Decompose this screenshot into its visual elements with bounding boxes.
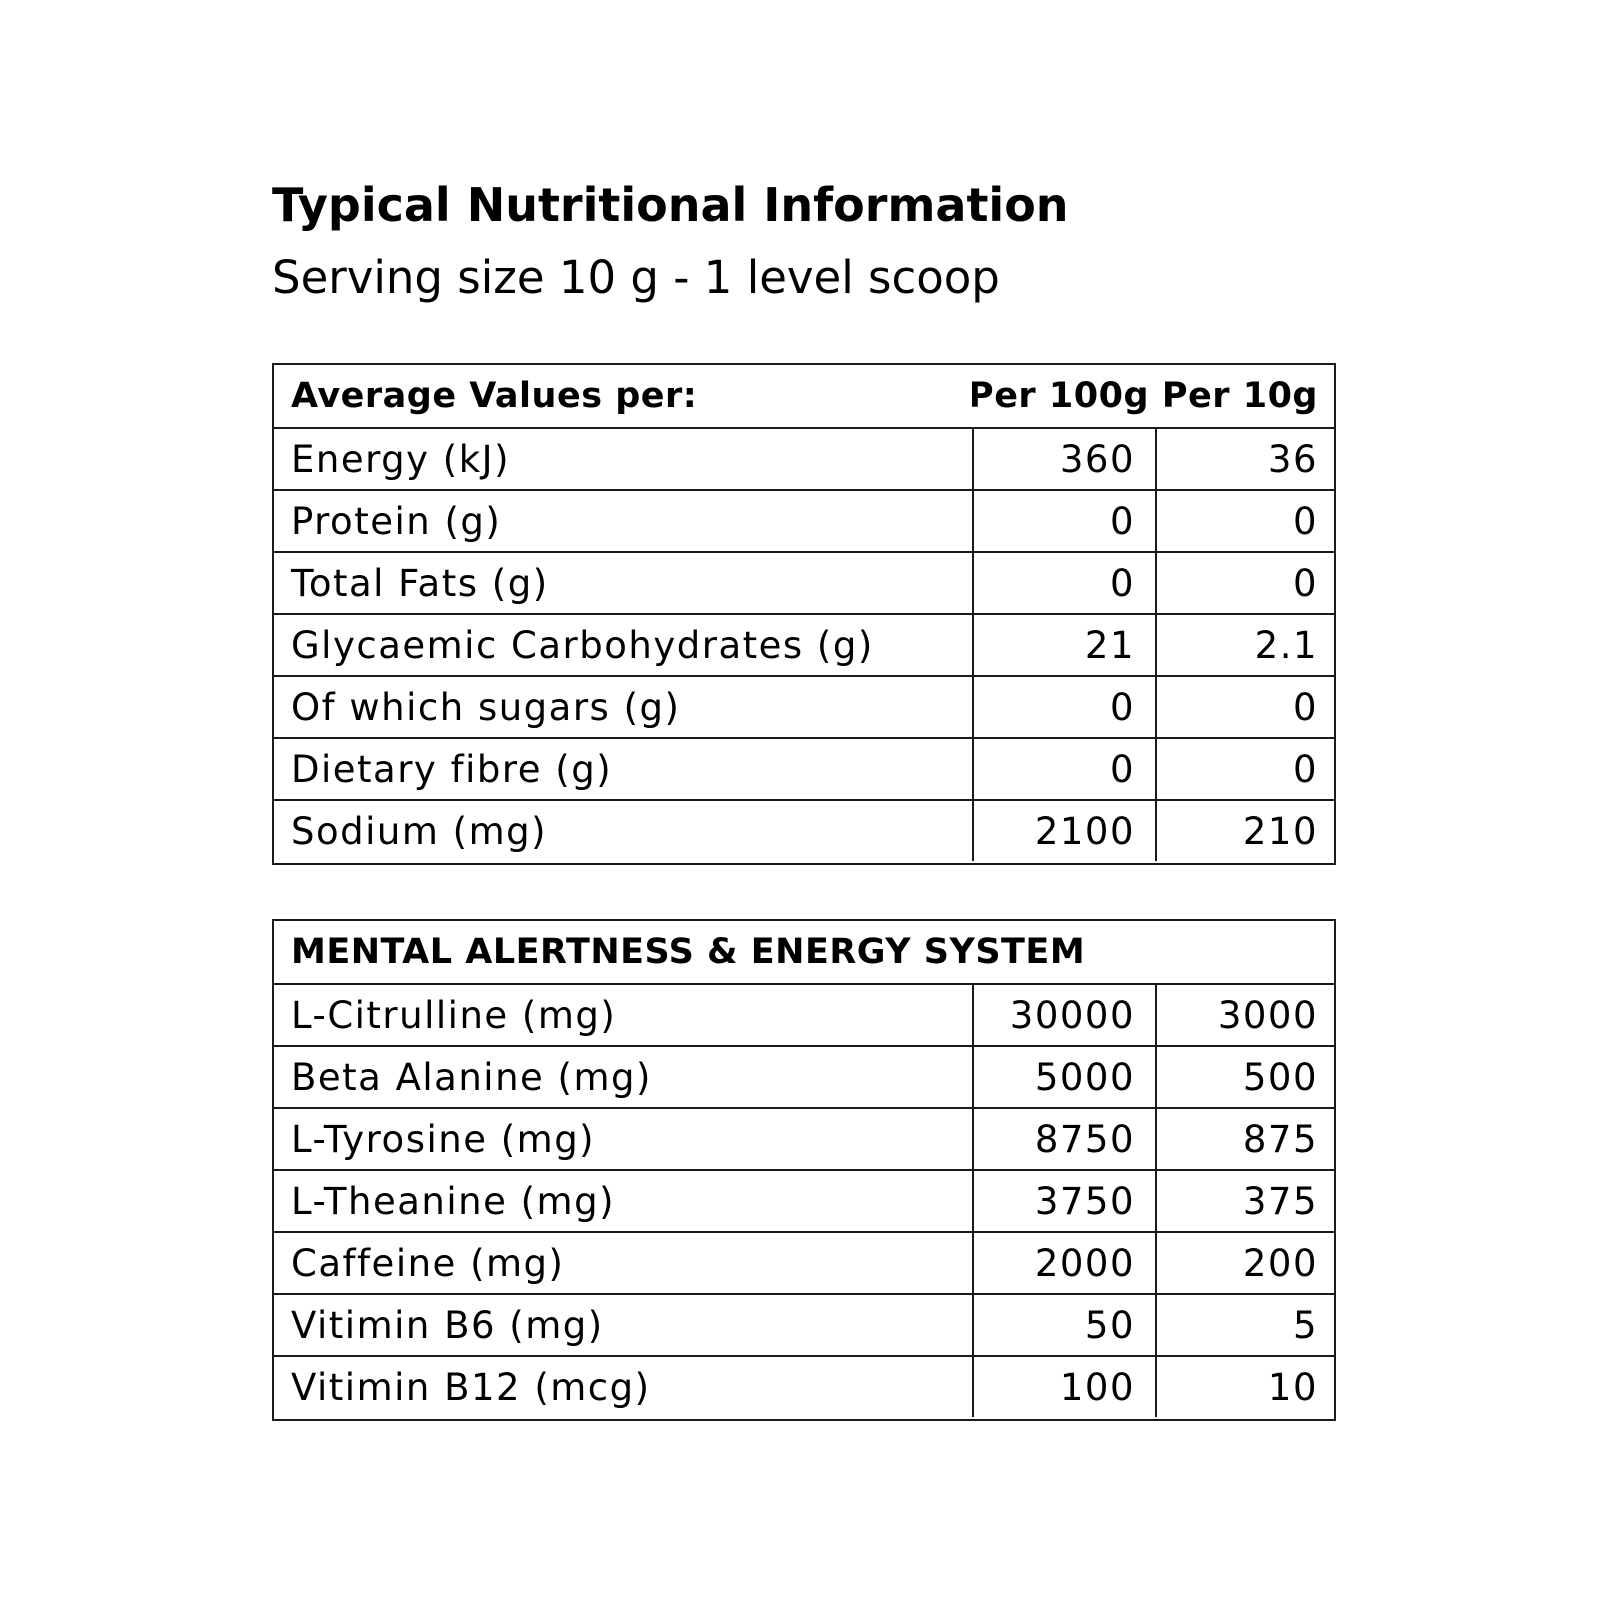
- section-heading: MENTAL ALERTNESS & ENERGY SYSTEM: [291, 932, 1086, 972]
- row-per-100g: 360: [972, 429, 1155, 489]
- table-row: Glycaemic Carbohydrates (g) 21 2.1: [274, 613, 1334, 675]
- table-row: L-Theanine (mg) 3750 375: [274, 1169, 1334, 1231]
- row-per-10g: 2.1: [1155, 615, 1334, 675]
- row-name: L-Tyrosine (mg): [291, 1117, 596, 1161]
- page-title: Typical Nutritional Information: [272, 178, 1069, 232]
- header-per-100g: Per 100g: [972, 376, 1149, 416]
- table-row: Vitimin B12 (mcg) 100 10: [274, 1355, 1334, 1417]
- row-name: L-Citrulline (mg): [291, 993, 617, 1037]
- row-name: Protein (g): [291, 499, 502, 543]
- table-row: Energy (kJ) 360 36: [274, 427, 1334, 489]
- header-label: Average Values per:: [291, 376, 698, 416]
- row-name: Caffeine (mg): [291, 1241, 565, 1285]
- header-per-10g: Per 10g: [1161, 376, 1318, 416]
- nutrition-table: Average Values per: Per 100g Per 10g Ene…: [272, 363, 1336, 865]
- row-per-100g: 100: [972, 1357, 1155, 1417]
- table-row: Caffeine (mg) 2000 200: [274, 1231, 1334, 1293]
- row-per-10g: 10: [1155, 1357, 1334, 1417]
- row-per-10g: 0: [1155, 553, 1334, 613]
- table-row: Protein (g) 0 0: [274, 489, 1334, 551]
- row-per-10g: 875: [1155, 1109, 1334, 1169]
- table-row: Beta Alanine (mg) 5000 500: [274, 1045, 1334, 1107]
- serving-size-subtitle: Serving size 10 g - 1 level scoop: [272, 251, 1000, 304]
- row-per-10g: 375: [1155, 1171, 1334, 1231]
- row-per-100g: 2000: [972, 1233, 1155, 1293]
- row-per-100g: 5000: [972, 1047, 1155, 1107]
- table-row: Dietary fibre (g) 0 0: [274, 737, 1334, 799]
- row-name: Energy (kJ): [291, 437, 511, 481]
- row-per-10g: 200: [1155, 1233, 1334, 1293]
- table-row: Sodium (mg) 2100 210: [274, 799, 1334, 861]
- table-row: Total Fats (g) 0 0: [274, 551, 1334, 613]
- row-per-100g: 50: [972, 1295, 1155, 1355]
- row-per-10g: 210: [1155, 801, 1334, 861]
- row-per-100g: 2100: [972, 801, 1155, 861]
- row-name: L-Theanine (mg): [291, 1179, 616, 1223]
- row-per-100g: 30000: [972, 985, 1155, 1045]
- row-per-100g: 21: [972, 615, 1155, 675]
- row-per-10g: 3000: [1155, 985, 1334, 1045]
- row-name: Of which sugars (g): [291, 685, 681, 729]
- row-name: Vitimin B6 (mg): [291, 1303, 604, 1347]
- row-name: Vitimin B12 (mcg): [291, 1365, 651, 1409]
- table-row: L-Citrulline (mg) 30000 3000: [274, 983, 1334, 1045]
- table-row: L-Tyrosine (mg) 8750 875: [274, 1107, 1334, 1169]
- row-name: Dietary fibre (g): [291, 747, 613, 791]
- row-per-100g: 8750: [972, 1109, 1155, 1169]
- row-per-10g: 36: [1155, 429, 1334, 489]
- energy-system-table-header: MENTAL ALERTNESS & ENERGY SYSTEM: [274, 921, 1334, 983]
- row-per-10g: 500: [1155, 1047, 1334, 1107]
- nutrition-table-header: Average Values per: Per 100g Per 10g: [274, 365, 1334, 427]
- row-name: Total Fats (g): [291, 561, 549, 605]
- row-per-100g: 3750: [972, 1171, 1155, 1231]
- row-per-100g: 0: [972, 677, 1155, 737]
- row-name: Sodium (mg): [291, 809, 548, 853]
- table-row: Of which sugars (g) 0 0: [274, 675, 1334, 737]
- row-per-100g: 0: [972, 553, 1155, 613]
- row-per-100g: 0: [972, 491, 1155, 551]
- row-per-10g: 0: [1155, 739, 1334, 799]
- row-per-10g: 5: [1155, 1295, 1334, 1355]
- row-name: Beta Alanine (mg): [291, 1055, 652, 1099]
- row-per-10g: 0: [1155, 677, 1334, 737]
- row-per-100g: 0: [972, 739, 1155, 799]
- table-row: Vitimin B6 (mg) 50 5: [274, 1293, 1334, 1355]
- energy-system-table: MENTAL ALERTNESS & ENERGY SYSTEM L-Citru…: [272, 919, 1336, 1421]
- row-per-10g: 0: [1155, 491, 1334, 551]
- row-name: Glycaemic Carbohydrates (g): [291, 623, 874, 667]
